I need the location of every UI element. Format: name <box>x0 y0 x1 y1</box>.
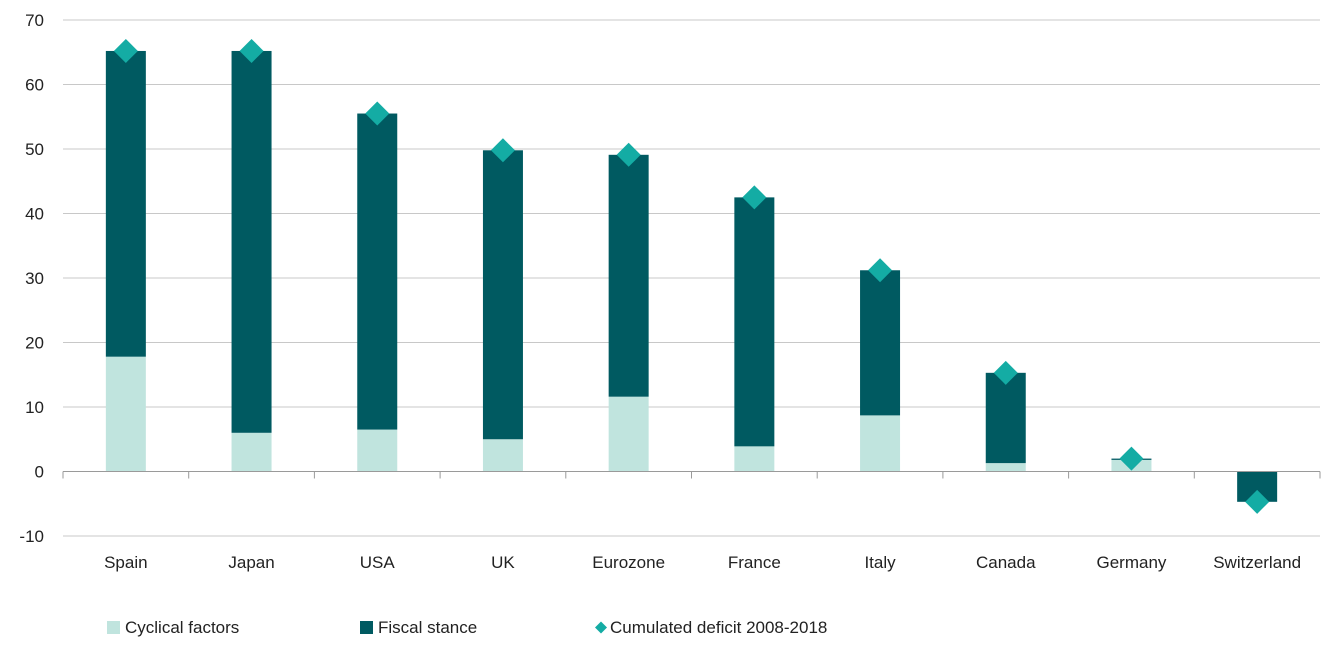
marker-japan <box>239 38 264 63</box>
bar-cyclical-factors-france <box>734 446 775 472</box>
x-tick-label-france: France <box>728 553 781 572</box>
legend-label-cumulated-deficit-2008-2018: Cumulated deficit 2008-2018 <box>610 618 827 637</box>
bar-cyclical-factors-italy <box>860 415 901 472</box>
bar-cyclical-factors-spain <box>105 356 146 472</box>
bar-cyclical-factors-uk <box>482 439 523 472</box>
bar-fiscal-stance-uk <box>482 150 523 440</box>
bar-fiscal-stance-france <box>734 197 775 447</box>
bar-fiscal-stance-spain <box>105 50 146 357</box>
bar-cyclical-factors-usa <box>357 429 398 472</box>
bar-fiscal-stance-italy <box>860 270 901 416</box>
gridlines <box>63 19 1320 537</box>
marker-spain <box>113 38 138 63</box>
x-tick-label-spain: Spain <box>104 553 147 572</box>
marker-france <box>742 185 767 210</box>
bar-fiscal-stance-japan <box>231 50 272 433</box>
marker-canada <box>993 360 1018 385</box>
y-tick-label: 20 <box>25 334 44 353</box>
x-tick-label-uk: UK <box>491 553 515 572</box>
legend: Cyclical factors Fiscal stance Cumulated d… <box>107 618 827 637</box>
marker-usa <box>365 101 390 126</box>
y-tick-label: 70 <box>25 11 44 30</box>
bar-fiscal-stance-usa <box>357 113 398 430</box>
x-axis-tick-labels: Spain Japan USA UK Eurozone France Italy Canada… <box>104 553 1301 572</box>
x-tick-label-japan: Japan <box>228 553 274 572</box>
bars <box>105 50 1278 502</box>
y-tick-label: 50 <box>25 140 44 159</box>
x-tick-label-eurozone: Eurozone <box>592 553 665 572</box>
x-tick-label-usa: USA <box>360 553 396 572</box>
marker-eurozone <box>616 142 641 167</box>
x-tick-label-germany: Germany <box>1096 553 1166 572</box>
marker-uk <box>490 138 515 163</box>
bar-fiscal-stance-canada <box>985 372 1026 464</box>
bar-cyclical-factors-canada <box>985 463 1026 472</box>
y-tick-label: 10 <box>25 398 44 417</box>
y-axis-tick-labels: 70 60 50 40 30 20 10 0 -10 <box>19 11 44 546</box>
y-tick-label: 60 <box>25 76 44 95</box>
x-axis <box>62 471 1321 479</box>
legend-swatch-cumulated-deficit-2008-2018 <box>595 621 607 634</box>
bar-cyclical-factors-japan <box>231 432 272 472</box>
legend-label-fiscal-stance: Fiscal stance <box>378 618 477 637</box>
y-tick-label: -10 <box>19 527 44 546</box>
y-tick-label: 0 <box>35 463 44 482</box>
x-tick-label-italy: Italy <box>864 553 896 572</box>
legend-swatch-cyclical-factors <box>107 621 120 634</box>
marker-germany <box>1119 446 1144 471</box>
markers <box>113 38 1270 514</box>
legend-swatch-fiscal-stance <box>360 621 373 634</box>
marker-switzerland <box>1245 489 1270 514</box>
x-tick-label-canada: Canada <box>976 553 1036 572</box>
bar-cyclical-factors-eurozone <box>608 396 649 472</box>
marker-italy <box>868 258 893 283</box>
x-tick-label-switzerland: Switzerland <box>1213 553 1301 572</box>
y-tick-label: 30 <box>25 269 44 288</box>
bar-fiscal-stance-eurozone <box>608 154 649 397</box>
legend-label-cyclical-factors: Cyclical factors <box>125 618 239 637</box>
y-tick-label: 40 <box>25 205 44 224</box>
